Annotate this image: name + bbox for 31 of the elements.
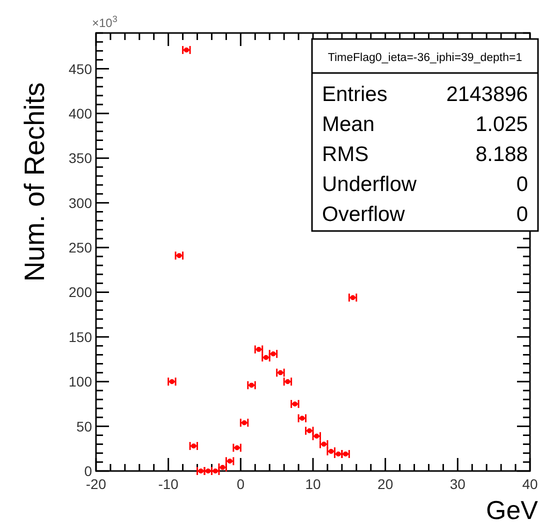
y-tick-label: 200 — [68, 284, 92, 300]
y-tick-label: 250 — [68, 240, 92, 256]
annotation: Underflow — [322, 173, 418, 196]
annotation: 0 — [516, 203, 528, 226]
annotation: 2143896 — [446, 83, 528, 106]
y-tick-label: 0 — [84, 463, 92, 479]
x-tick-label: 30 — [450, 476, 466, 492]
annotation: Mean — [322, 113, 375, 136]
y-tick-label: 450 — [68, 60, 92, 77]
x-axis-title: GeV — [486, 495, 539, 525]
annotation: 8.188 — [475, 143, 528, 166]
x-tick-label: 0 — [236, 476, 245, 492]
x-tick-label: 20 — [378, 476, 394, 492]
annotation: RMS — [322, 143, 369, 166]
y-tick-label: 350 — [68, 150, 92, 166]
annotation: Overflow — [322, 203, 406, 226]
text: TimeFlag0_ieta=-36_iphi=39_depth=1 — [328, 52, 522, 64]
y-axis-title: Num. of Rechits — [19, 82, 50, 282]
x-tick-label: -20 — [86, 476, 106, 492]
x-tick-label: 40 — [522, 476, 538, 492]
y-tick-label: 400 — [68, 105, 92, 122]
x-tick-label: -10 — [158, 476, 179, 492]
annotation: 0 — [516, 173, 528, 196]
y-tick-label: 300 — [68, 194, 92, 211]
y-tick-label: 100 — [68, 374, 92, 390]
y-tick-label: 50 — [76, 418, 92, 434]
y-tick-label: 150 — [68, 328, 92, 345]
x-tick-label: 10 — [305, 476, 321, 492]
annotation: 1.025 — [475, 113, 528, 136]
text: ×10$^{3}$ — [92, 14, 118, 30]
annotation: Entries — [322, 83, 388, 106]
